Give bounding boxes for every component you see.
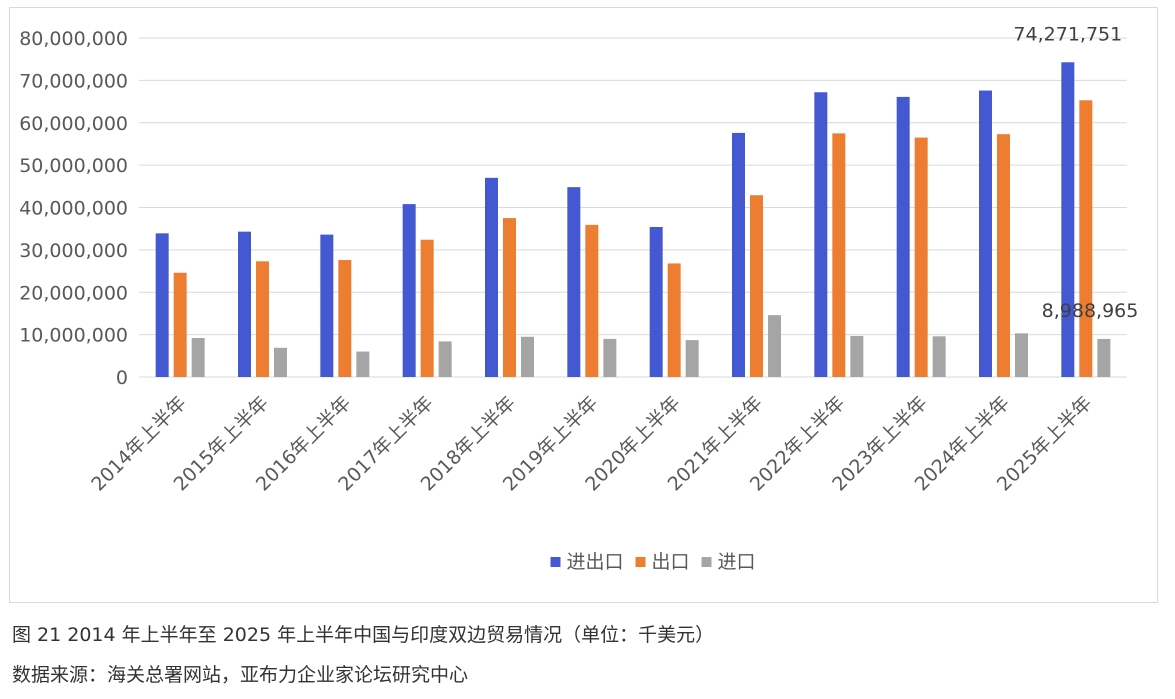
bar-total [402, 204, 416, 377]
legend-swatch [635, 557, 646, 567]
bar-import [521, 336, 534, 377]
bar-import [274, 347, 287, 377]
bar-total [896, 96, 910, 378]
data-label: 74,271,751 [1013, 23, 1122, 45]
y-tick-label: 30,000,000 [19, 240, 128, 262]
bar-import [685, 340, 699, 377]
y-tick-label: 20,000,000 [19, 282, 128, 304]
figure-caption: 图 21 2014 年上半年至 2025 年上半年中国与印度双边贸易情况（单位：… [12, 624, 715, 646]
bar-import [603, 338, 617, 377]
bar-export [997, 134, 1010, 377]
bar-import [932, 336, 946, 377]
y-tick-label: 50,000,000 [19, 155, 128, 177]
x-axis-ticks: 2014年上半年2015年上半年2016年上半年2017年上半年2018年上半年… [87, 392, 1096, 495]
bar-import [438, 341, 452, 377]
bar-import [1097, 338, 1111, 377]
bar-total [155, 233, 169, 377]
y-tick-label: 40,000,000 [19, 198, 128, 220]
bar-export [667, 263, 681, 377]
y-tick-label: 80,000,000 [19, 28, 128, 50]
bar-export [420, 239, 434, 377]
bar-total [485, 177, 498, 377]
bar-total [567, 187, 581, 377]
bar-import [356, 351, 370, 377]
legend-item: 进出口 [550, 551, 624, 573]
legend-label: 进出口 [567, 551, 624, 573]
bar-import [1015, 333, 1028, 377]
bar-total [649, 226, 663, 377]
bar-export [338, 260, 352, 377]
chart-frame: 0 10,000,000 20,000,000 30,000,000 40,000,00… [9, 7, 1158, 603]
bar-export [1079, 100, 1093, 377]
bar-export [173, 272, 187, 377]
data-label: 8,988,965 [1042, 300, 1139, 322]
legend-label: 进口 [718, 551, 756, 573]
bar-total [1061, 62, 1075, 377]
bar-export [256, 261, 269, 377]
bars [155, 62, 1111, 378]
bar-total [732, 132, 745, 377]
y-tick-label: 60,000,000 [19, 113, 128, 135]
legend-item: 进口 [701, 551, 756, 573]
bar-import [768, 315, 781, 377]
legend-swatch [550, 557, 561, 567]
bar-export [585, 224, 599, 377]
bar-chart: 0 10,000,000 20,000,000 30,000,000 40,000,00… [19, 23, 1138, 573]
bar-total [814, 92, 828, 378]
bar-import [191, 338, 205, 377]
legend: 进出口 出口 进口 [550, 551, 756, 573]
legend-swatch [701, 557, 712, 567]
legend-item: 出口 [635, 551, 690, 573]
gridlines [139, 37, 1127, 378]
bar-export [914, 137, 928, 377]
y-tick-label: 10,000,000 [19, 325, 128, 347]
source-note: 数据来源：海关总署网站，亚布力企业家论坛研究中心 [12, 664, 469, 686]
bar-total [320, 234, 334, 377]
bar-export [832, 133, 846, 377]
bar-total [979, 90, 992, 378]
bar-export [503, 218, 516, 377]
y-tick-label: 0 [116, 367, 128, 389]
data-labels: 74,271,751 8,988,965 [1013, 23, 1138, 322]
y-axis-ticks: 0 10,000,000 20,000,000 30,000,000 40,000,00… [19, 28, 128, 389]
y-tick-label: 70,000,000 [19, 70, 128, 92]
bar-total [238, 231, 251, 377]
legend-label: 出口 [652, 551, 690, 573]
bar-import [850, 335, 864, 377]
bar-export [750, 195, 763, 377]
